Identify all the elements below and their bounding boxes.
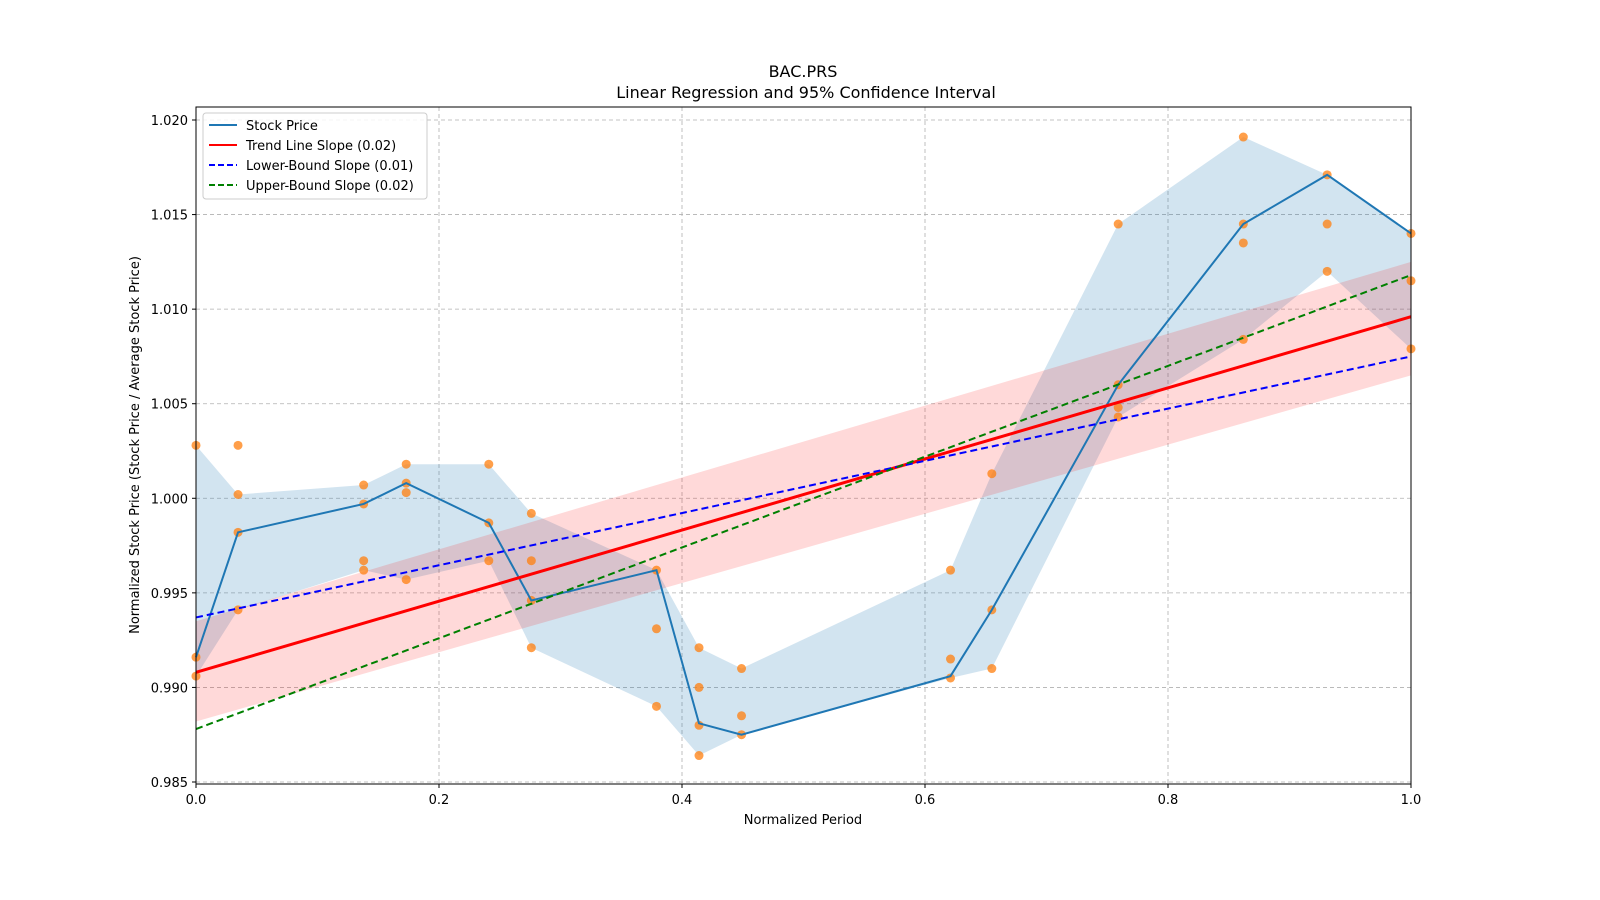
scatter-point xyxy=(1238,132,1248,142)
plot-frame xyxy=(195,106,1412,785)
y-tick-label: 0.985 xyxy=(151,776,188,791)
scatter-point xyxy=(987,469,997,479)
chart-title: BAC.PRS xyxy=(769,62,838,81)
legend-label: Stock Price xyxy=(246,119,318,134)
scatter-point xyxy=(233,440,243,450)
y-tick-label: 1.020 xyxy=(151,114,188,129)
stock-price-band xyxy=(196,137,1411,756)
scatter-point xyxy=(946,654,956,664)
y-tick-label: 1.005 xyxy=(151,398,188,413)
scatter-point xyxy=(359,480,369,490)
legend: Stock Price Trend Line Slope (0.02) Lowe… xyxy=(202,112,428,200)
scatter-point xyxy=(651,701,661,711)
x-tick-label: 0.0 xyxy=(186,793,207,808)
y-tick-label: 0.995 xyxy=(151,587,188,602)
scatter-point xyxy=(484,556,494,566)
y-tick-label: 0.990 xyxy=(151,681,188,696)
x-tick-label: 0.6 xyxy=(915,793,936,808)
scatter-point xyxy=(1238,238,1248,248)
legend-label: Upper-Bound Slope (0.02) xyxy=(246,179,414,194)
scatter-point xyxy=(1113,402,1123,412)
y-tick-label: 1.015 xyxy=(151,209,188,224)
y-tick-label: 1.000 xyxy=(151,492,188,507)
scatter-point xyxy=(946,565,956,575)
scatter-point xyxy=(359,565,369,575)
x-tick-label: 0.4 xyxy=(672,793,693,808)
upper-bound-line xyxy=(195,274,1412,730)
scatter-point xyxy=(694,643,704,653)
x-axis-label: Normalized Period xyxy=(744,813,862,828)
x-tick-label: 0.8 xyxy=(1158,793,1179,808)
scatter-point xyxy=(526,643,536,653)
plot-marks xyxy=(191,132,1416,761)
scatter-point xyxy=(737,711,747,721)
scatter-point xyxy=(401,459,411,469)
scatter-point xyxy=(526,508,536,518)
scatter-point xyxy=(737,664,747,674)
scatter-point xyxy=(526,556,536,566)
stock-price-line xyxy=(195,173,1412,736)
legend-label: Lower-Bound Slope (0.01) xyxy=(246,159,413,174)
trend-confidence-band xyxy=(196,261,1411,722)
scatter-point xyxy=(987,664,997,674)
x-tick-label: 1.0 xyxy=(1401,793,1422,808)
scatter-point xyxy=(401,575,411,585)
axis-ticks: 0.0 0.2 0.4 0.6 0.8 1.0 0.985 0.990 0.995 1.000 1.… xyxy=(151,114,1422,808)
scatter-point xyxy=(1113,219,1123,229)
lower-bound-line xyxy=(195,355,1412,619)
scatter-point xyxy=(694,682,704,692)
scatter-point xyxy=(1238,334,1248,344)
y-axis-label: Normalized Stock Price (Stock Price / Av… xyxy=(128,256,143,634)
scatter-point xyxy=(233,490,243,500)
scatter-point xyxy=(359,556,369,566)
scatter-point xyxy=(401,488,411,498)
y-tick-label: 1.010 xyxy=(151,303,188,318)
scatter-point xyxy=(694,751,704,761)
chart-subtitle: Linear Regression and 95% Confidence Int… xyxy=(616,83,996,102)
legend-label: Trend Line Slope (0.02) xyxy=(245,139,396,154)
x-tick-label: 0.2 xyxy=(429,793,450,808)
trend-line xyxy=(195,315,1412,674)
scatter-point xyxy=(484,459,494,469)
scatter-point xyxy=(1322,266,1332,276)
scatter-point xyxy=(651,624,661,634)
scatter-point xyxy=(1322,219,1332,229)
